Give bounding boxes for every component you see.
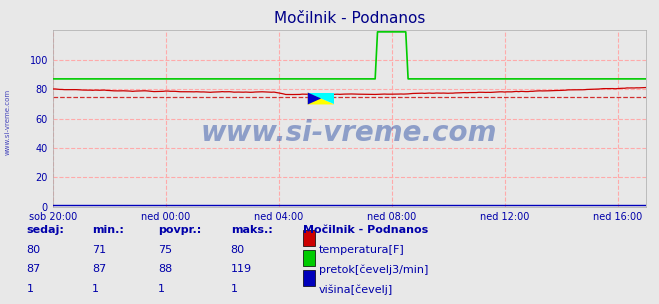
Text: 1: 1 (158, 284, 165, 294)
Polygon shape (308, 92, 335, 105)
Text: Močilnik - Podnanos: Močilnik - Podnanos (303, 225, 428, 235)
Text: sedaj:: sedaj: (26, 225, 64, 235)
Polygon shape (308, 92, 335, 105)
Text: povpr.:: povpr.: (158, 225, 202, 235)
Text: 80: 80 (231, 245, 244, 255)
Text: 88: 88 (158, 264, 173, 275)
Text: temperatura[F]: temperatura[F] (319, 245, 405, 255)
Text: www.si-vreme.com: www.si-vreme.com (201, 119, 498, 147)
Text: 75: 75 (158, 245, 172, 255)
Text: 119: 119 (231, 264, 252, 275)
Text: maks.:: maks.: (231, 225, 272, 235)
Text: 1: 1 (26, 284, 34, 294)
Text: višina[čevelj]: višina[čevelj] (319, 284, 393, 295)
Text: pretok[čevelj3/min]: pretok[čevelj3/min] (319, 264, 428, 275)
Text: 87: 87 (26, 264, 41, 275)
Text: 87: 87 (92, 264, 107, 275)
Text: 1: 1 (92, 284, 100, 294)
Polygon shape (308, 92, 321, 105)
Text: min.:: min.: (92, 225, 124, 235)
Text: 80: 80 (26, 245, 40, 255)
Text: 71: 71 (92, 245, 106, 255)
Text: www.si-vreme.com: www.si-vreme.com (5, 88, 11, 155)
Text: 1: 1 (231, 284, 238, 294)
Title: Močilnik - Podnanos: Močilnik - Podnanos (273, 12, 425, 26)
